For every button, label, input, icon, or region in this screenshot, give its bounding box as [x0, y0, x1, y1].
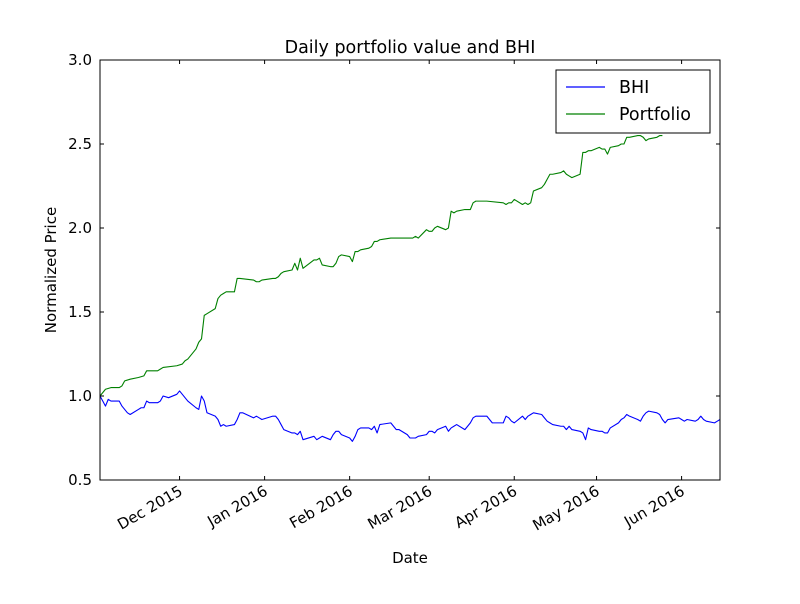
plot-frame [99, 59, 721, 481]
x-axis-label: Date [392, 549, 428, 567]
legend: BHI Portfolio [555, 69, 711, 134]
legend-label-portfolio: Portfolio [619, 105, 691, 125]
y-tick-label: 1.0 [68, 387, 92, 405]
chart-title: Daily portfolio value and BHI [285, 38, 536, 58]
y-tick-label: 0.5 [68, 471, 92, 489]
series-line-portfolio [100, 135, 663, 397]
y-tick-label: 2.0 [68, 219, 92, 237]
y-axis-label: Normalized Price [42, 207, 60, 333]
legend-label-bhi: BHI [619, 78, 649, 98]
y-tick-label: 3.0 [68, 51, 92, 69]
legend-box [555, 69, 711, 134]
y-tick-label: 2.5 [68, 135, 92, 153]
y-tick-label: 1.5 [68, 303, 92, 321]
series-line-bhi [100, 390, 720, 442]
